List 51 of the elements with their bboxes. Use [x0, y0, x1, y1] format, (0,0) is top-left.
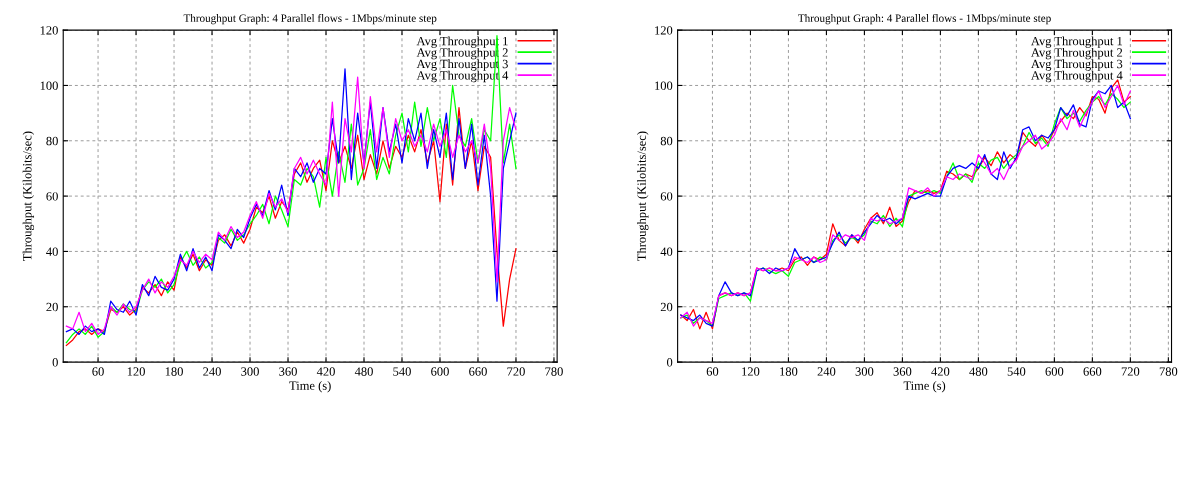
x-tick-label: 180: [780, 367, 798, 376]
x-tick-label: 60: [706, 367, 719, 376]
y-tick-label: 120: [655, 26, 673, 35]
x-tick-label: 780: [1159, 367, 1178, 376]
y-tick-label: 20: [660, 302, 673, 312]
y-tick-label: 0: [666, 358, 673, 367]
x-tick-label: 120: [742, 367, 760, 376]
y-tick-label: 0: [52, 358, 58, 367]
y-tick-label: 40: [46, 247, 58, 256]
y-axis-title: Throughput (Kilobits/sec): [22, 131, 35, 261]
legend-label: Avg Throughput 1: [1030, 36, 1123, 48]
line-series: [65, 106, 517, 347]
y-tick-label: 100: [655, 81, 673, 90]
x-tick-label: 480: [969, 367, 988, 376]
x-tick-label: 780: [545, 367, 563, 376]
x-tick-label: 420: [931, 367, 950, 376]
y-tick-label: 60: [46, 192, 58, 201]
x-tick-label: 240: [203, 367, 221, 376]
x-tick-label: 720: [1121, 367, 1140, 376]
y-tick-label: 40: [660, 247, 673, 256]
y-tick-label: 120: [40, 26, 58, 35]
y-tick-label: 100: [40, 81, 58, 90]
y-tick-label: 60: [660, 192, 673, 201]
y-axis-title: Throughput (Kilobits/sec): [637, 131, 649, 261]
x-axis-title: Time (s): [289, 381, 331, 393]
x-tick-label: 600: [1045, 367, 1064, 376]
chart-title: Throughput Graph: 4 Parallel flows - 1Mbps/minute step: [183, 13, 437, 25]
x-tick-label: 300: [855, 367, 874, 376]
legend-label: Avg Throughput 4: [1030, 70, 1123, 83]
x-tick-label: 720: [507, 367, 525, 376]
y-tick-label: 20: [46, 302, 58, 312]
chart-title: Throughput Graph: 4 Parallel flows - 1Mbps/minute step: [798, 13, 1051, 25]
x-axis-title: Time (s): [903, 381, 946, 393]
y-tick-label: 80: [660, 136, 673, 146]
x-tick-label: 180: [165, 367, 183, 376]
legend-label: Avg Throughput 3: [1030, 59, 1123, 71]
x-tick-label: 600: [431, 367, 449, 376]
legend-label: Avg Throughput 2: [1030, 47, 1123, 60]
x-tick-label: 120: [127, 367, 145, 376]
x-tick-label: 60: [92, 367, 104, 376]
x-tick-label: 300: [241, 367, 259, 376]
x-tick-label: 540: [1007, 367, 1026, 376]
y-tick-label: 80: [46, 136, 58, 146]
x-tick-label: 420: [316, 367, 335, 376]
x-tick-label: 480: [354, 367, 373, 376]
x-tick-label: 660: [1083, 367, 1102, 376]
x-tick-label: 240: [817, 367, 836, 376]
x-tick-label: 360: [893, 367, 912, 376]
x-tick-label: 540: [393, 367, 411, 376]
x-tick-label: 660: [469, 367, 487, 376]
x-tick-label: 360: [279, 367, 297, 376]
